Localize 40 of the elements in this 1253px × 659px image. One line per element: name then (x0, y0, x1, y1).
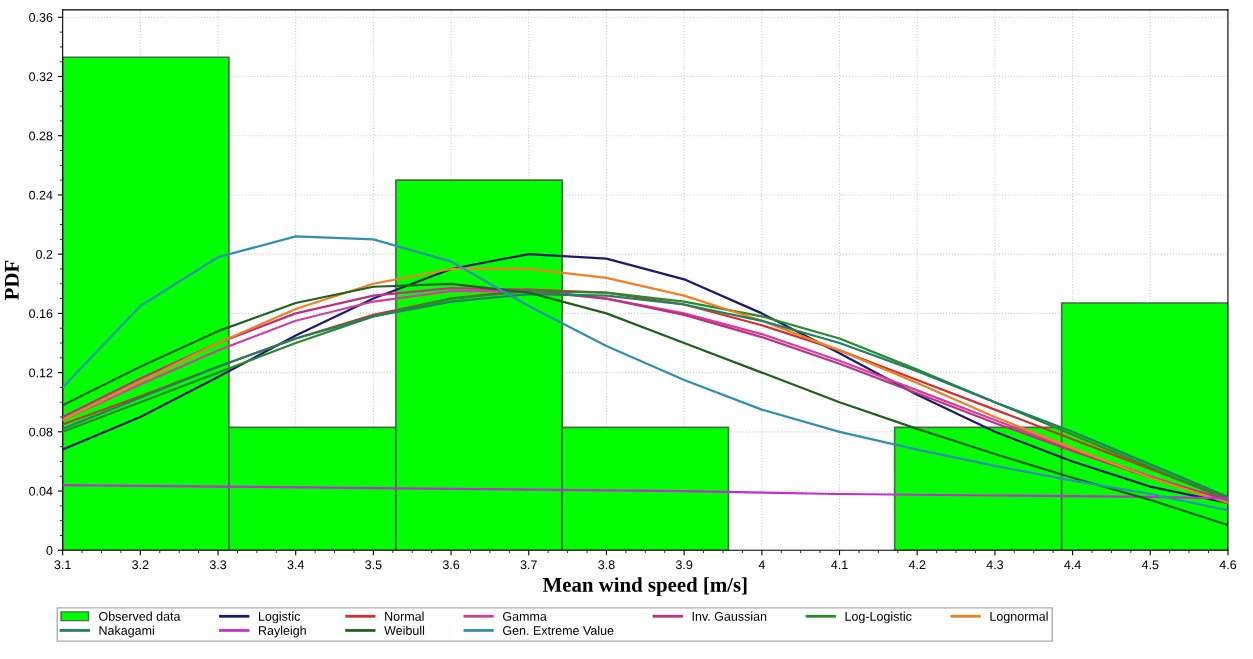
x-tick-label: 4.4 (1064, 560, 1081, 570)
x-tick-label: 4.2 (908, 560, 926, 570)
x-tick-label: 4 (758, 560, 765, 570)
y-tick-label: 0.36 (29, 13, 53, 22)
x-tick-label: 4.3 (986, 560, 1004, 570)
legend-label: Weibull (384, 625, 425, 635)
legend-label: Log-Logistic (845, 611, 912, 624)
legend-label: Nakagami (99, 625, 154, 638)
x-tick-label: 3.9 (675, 560, 693, 570)
legend-label: Lognormal (990, 611, 1048, 624)
legend-label: Rayleigh (259, 625, 306, 638)
y-tick-label: 0 (46, 546, 53, 555)
y-tick-label: 0.24 (29, 190, 53, 200)
line-series (62, 484, 1228, 500)
y-tick-label: 0.08 (29, 427, 53, 437)
legend-label: Observed data (99, 611, 181, 621)
x-tick-label: 3.6 (442, 560, 460, 570)
y-tick-label: 0.16 (29, 309, 53, 319)
x-tick-label: 3.7 (520, 560, 537, 570)
x-tick-label: 3.8 (598, 560, 615, 570)
x-tick-label: 3.2 (132, 560, 149, 570)
x-tick-label: 3.3 (209, 560, 227, 570)
x-tick-label: 3.4 (287, 560, 305, 570)
legend-label: Normal (385, 611, 424, 621)
x-tick-label: 4.5 (1141, 560, 1159, 570)
y-axis-title: PDF (4, 260, 19, 300)
y-tick-label: 0.04 (29, 486, 53, 496)
y-tick-label: 0.32 (29, 72, 53, 82)
legend-label: Gen. Extreme Value (503, 625, 614, 635)
x-axis-title: Mean wind speed [m/s] (542, 577, 747, 597)
y-tick-label: 0.28 (29, 131, 53, 141)
x-tick-label: 3.5 (365, 560, 382, 570)
legend-label: Gamma (503, 611, 547, 621)
y-tick-label: 0.12 (29, 368, 53, 378)
x-tick-label: 3.1 (54, 560, 71, 570)
legend-label: Inv. Gaussian (692, 611, 767, 621)
y-tick-label: 0.2 (36, 249, 53, 259)
legend-label: Logistic (259, 611, 301, 624)
x-tick-label: 4.6 (1219, 560, 1237, 570)
x-tick-label: 4.1 (831, 560, 848, 570)
